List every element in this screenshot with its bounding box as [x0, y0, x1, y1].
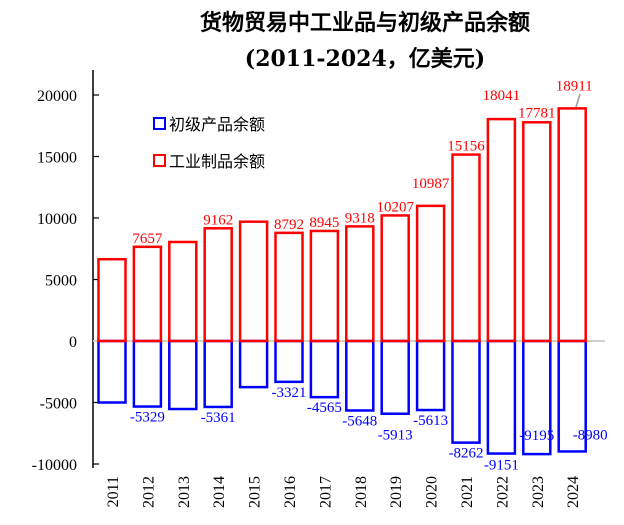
primary-label-2021: -8262 — [449, 446, 484, 462]
x-tick-label-2021: 2021 — [459, 476, 476, 508]
primary-label-2018: -5648 — [342, 413, 377, 429]
manufactured-label-2017: 8945 — [309, 215, 339, 231]
y-tick-label: -5000 — [40, 396, 77, 413]
manufactured-bar-2013 — [168, 240, 198, 343]
manufactured-label-2019: 10207 — [376, 199, 414, 215]
y-tick-label: 10000 — [37, 211, 77, 228]
x-tick-label-2016: 2016 — [282, 476, 299, 508]
manufactured-bar-2022 — [486, 117, 517, 343]
manufactured-bar-2018 — [345, 225, 375, 343]
manufactured-label-2014: 9162 — [203, 212, 233, 228]
primary-bar-2019 — [380, 339, 410, 415]
primary-label-2024: -8980 — [573, 427, 608, 443]
manufactured-bar-2021 — [451, 153, 481, 343]
primary-bar-2013 — [168, 339, 198, 411]
x-tick-label-2022: 2022 — [494, 476, 511, 508]
manufactured-bar-2016 — [274, 231, 304, 343]
x-tick-label-2012: 2012 — [140, 476, 157, 508]
manufactured-bar-2023 — [522, 121, 552, 343]
primary-label-2014: -5361 — [201, 410, 236, 426]
chart-title: 货物贸易中工业品与初级产品余额 — [200, 10, 530, 36]
x-tick-label-2015: 2015 — [247, 476, 264, 508]
legend-swatch-manufactured — [153, 154, 166, 167]
manufactured-label-2012: 7657 — [132, 231, 163, 247]
y-tick-label: 20000 — [37, 88, 77, 105]
x-tick-label-2018: 2018 — [353, 476, 370, 508]
primary-bar-2020 — [415, 339, 446, 412]
manufactured-bar-2011 — [97, 257, 127, 343]
manufactured-label-2016: 8792 — [274, 217, 304, 233]
manufactured-bar-2019 — [380, 214, 410, 343]
x-tick-label-2014: 2014 — [211, 476, 228, 508]
manufactured-label-2023: 17781 — [518, 105, 556, 121]
y-tick-label: 15000 — [37, 150, 77, 167]
manufactured-bar-2014 — [203, 227, 233, 343]
x-tick-label-2017: 2017 — [317, 476, 334, 508]
primary-bar-2016 — [274, 339, 304, 384]
x-tick-label-2013: 2013 — [176, 476, 193, 508]
x-tick-label-2011: 2011 — [105, 476, 122, 507]
legend-label-primary: 初级产品余额 — [169, 115, 265, 134]
manufactured-label-2020: 10987 — [412, 176, 450, 192]
manufactured-bar-2012 — [132, 245, 163, 343]
manufactured-label-2022: 18041 — [483, 88, 521, 104]
y-tick-label: -10000 — [32, 457, 77, 474]
x-tick-label-2024: 2024 — [565, 476, 582, 508]
primary-bar-2014 — [203, 339, 233, 409]
primary-bar-2021 — [451, 339, 481, 444]
primary-bar-2022 — [486, 339, 517, 455]
x-axis-labels: 2011 2012 2013 2014 2015 2016 2017 2018 2019 2020… — [105, 476, 582, 508]
manufactured-bar-2017 — [309, 229, 340, 343]
primary-bar-2018 — [345, 339, 375, 412]
manufactured-label-2018: 9318 — [345, 210, 375, 226]
manufactured-label-2021: 15156 — [447, 139, 485, 155]
primary-label-2020: -5613 — [413, 413, 448, 429]
primary-label-2012: -5329 — [130, 410, 165, 426]
primary-bar-2017 — [309, 339, 340, 399]
primary-label-2016: -3321 — [272, 385, 307, 401]
primary-label-2017: -4565 — [307, 400, 342, 416]
y-tick-label: 0 — [69, 334, 77, 351]
manufactured-bar-2015 — [238, 220, 269, 343]
primary-label-2022: -9151 — [484, 458, 519, 474]
legend: 初级产品余额 工业制品余额 — [153, 115, 265, 171]
primary-label-2023: -9195 — [519, 428, 554, 444]
primary-label-2019: -5913 — [378, 428, 413, 444]
data-labels: -5329 7657 -5361 9162 -3321 8792 -4565 8945 -564… — [130, 78, 608, 473]
x-tick-label-2023: 2023 — [530, 476, 547, 508]
y-tick-label: 5000 — [45, 273, 77, 290]
legend-label-manufactured: 工业制品余额 — [169, 152, 265, 171]
x-tick-label-2019: 2019 — [388, 476, 405, 508]
legend-swatch-primary — [153, 117, 166, 130]
y-axis: 20000 15000 10000 5000 0 -5000 -10000 — [32, 70, 99, 474]
manufactured-bar-2020 — [415, 204, 446, 343]
chart-subtitle: (2011-2024，亿美元) — [245, 46, 485, 72]
bars — [97, 107, 587, 456]
leader-line — [575, 93, 581, 108]
primary-bar-2012 — [132, 339, 163, 408]
primary-bar-2011 — [97, 339, 127, 404]
x-tick-label-2020: 2020 — [424, 476, 441, 508]
manufactured-bar-2024 — [557, 107, 587, 343]
manufactured-label-2024: 18911 — [556, 78, 593, 94]
primary-bar-2015 — [238, 339, 269, 389]
